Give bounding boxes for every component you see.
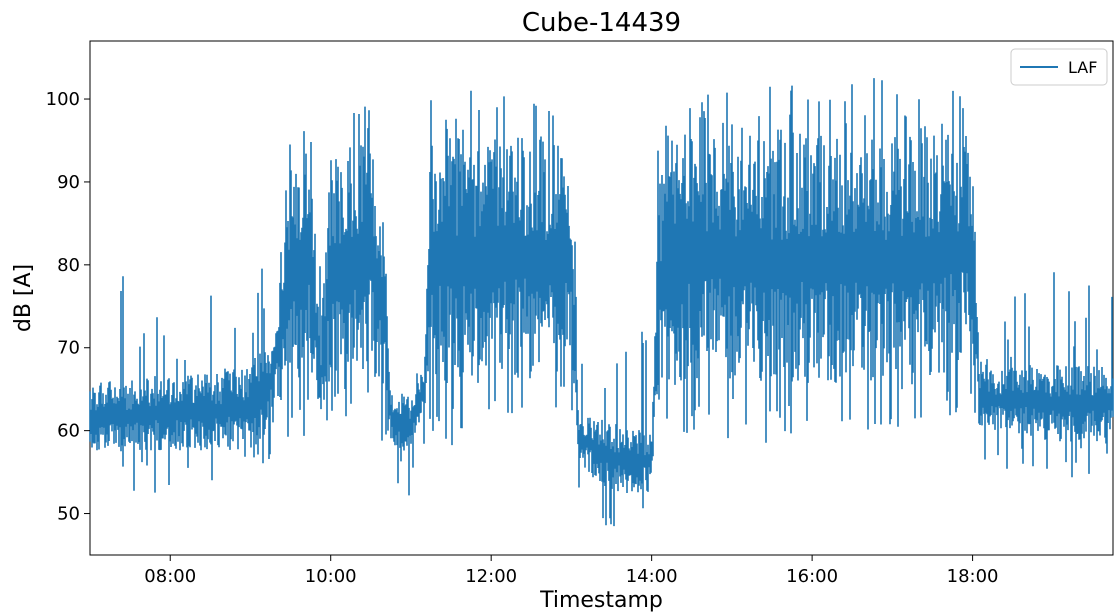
- x-tick-label: 18:00: [947, 566, 999, 587]
- y-tick-label: 60: [57, 421, 80, 442]
- x-tick-label: 10:00: [305, 566, 357, 587]
- series-line-laf: [89, 78, 1114, 527]
- y-axis: 50 60 70 80 90 100: [46, 89, 90, 525]
- plot-frame: [89, 40, 1114, 556]
- x-tick-label: 08:00: [144, 566, 196, 587]
- x-tick-label: 16:00: [786, 566, 838, 587]
- x-tick-label: 14:00: [626, 566, 678, 587]
- legend-box: [1010, 48, 1108, 86]
- x-axis-label: Timestamp: [539, 588, 663, 613]
- plot-area: [89, 40, 1114, 556]
- y-tick-label: 100: [46, 89, 80, 110]
- y-tick-label: 50: [57, 504, 80, 525]
- chart-title: Cube-14439: [522, 8, 681, 38]
- y-tick-label: 70: [57, 338, 80, 359]
- y-axis-label: dB [A]: [11, 264, 36, 332]
- x-axis: 08:00 10:00 12:00 14:00 16:00 18:00: [144, 555, 999, 587]
- series-laf: [89, 78, 1114, 527]
- x-tick-label: 12:00: [465, 566, 517, 587]
- y-tick-label: 90: [57, 172, 80, 193]
- legend: LAF: [1010, 48, 1108, 86]
- legend-label-laf: LAF: [1068, 58, 1097, 77]
- y-tick-label: 80: [57, 255, 80, 276]
